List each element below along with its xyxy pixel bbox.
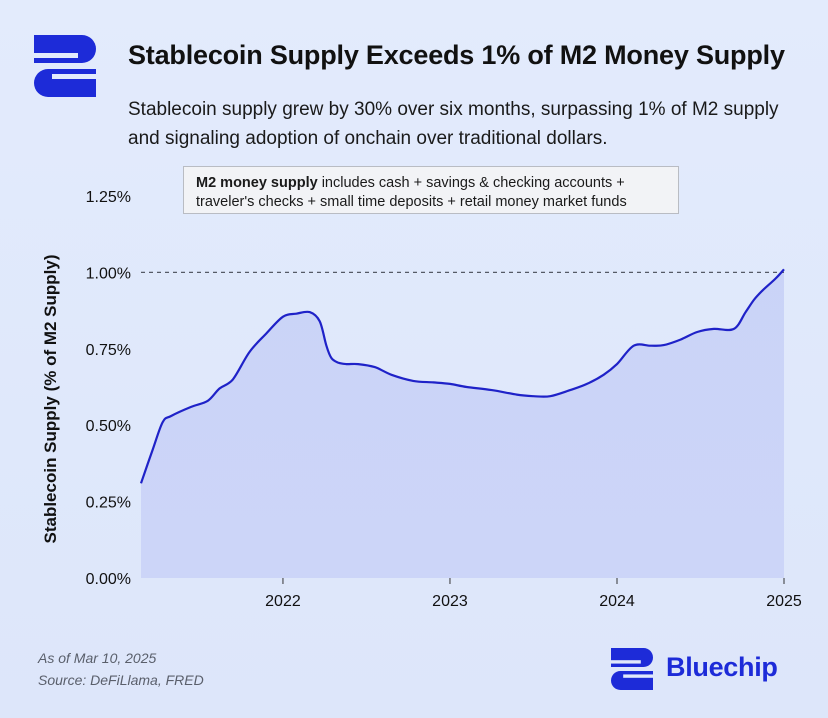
- chart-title: Stablecoin Supply Exceeds 1% of M2 Money…: [128, 40, 785, 70]
- y-tick-label: 0.75%: [86, 342, 131, 359]
- m2-definition-note: M2 money supply includes cash + savings …: [183, 166, 679, 214]
- y-tick-label: 1.25%: [86, 189, 131, 206]
- x-tick-label: 2025: [766, 593, 802, 610]
- y-tick-label: 1.00%: [86, 265, 131, 282]
- note-text: includes cash + savings & checking accou…: [196, 175, 627, 210]
- source-credit: Source: DeFiLlama, FRED: [38, 672, 204, 688]
- y-tick-label: 0.25%: [86, 495, 131, 512]
- series-line: [139, 268, 785, 484]
- as-of-date: As of Mar 10, 2025: [38, 650, 157, 666]
- brand-name: Bluechip: [666, 652, 778, 682]
- y-axis-label: Stablecoin Supply (% of M2 Supply): [41, 254, 60, 543]
- bluechip-logo-icon: [34, 35, 96, 97]
- y-tick-label: 0.50%: [86, 418, 131, 435]
- x-tick-label: 2024: [599, 593, 635, 610]
- x-tick-label: 2023: [432, 593, 468, 610]
- x-tick-label: 2022: [265, 593, 301, 610]
- area-fill: [141, 269, 784, 578]
- chart-subtitle: Stablecoin supply grew by 30% over six m…: [128, 99, 779, 149]
- note-term: M2 money supply: [196, 175, 318, 191]
- y-tick-label: 0.00%: [86, 571, 131, 588]
- bluechip-logo-icon: [611, 648, 653, 690]
